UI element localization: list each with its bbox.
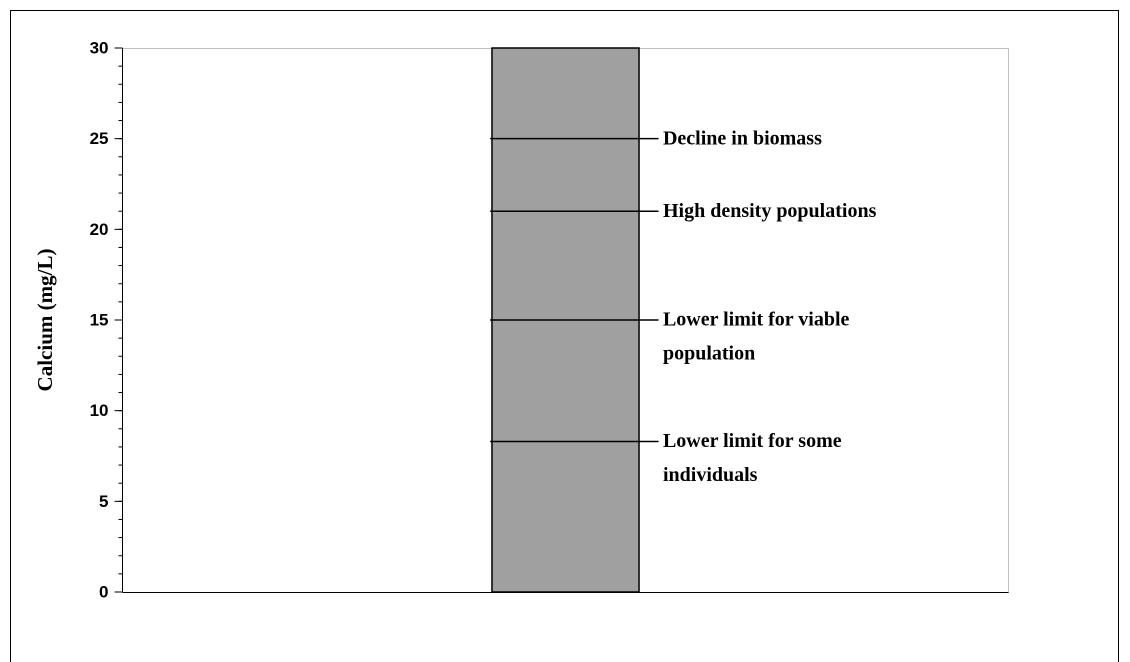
frame bbox=[10, 10, 1119, 662]
y-tick-label: 10 bbox=[90, 401, 109, 420]
y-tick-label: 0 bbox=[99, 582, 108, 601]
annotation: Decline in biomass bbox=[663, 127, 822, 149]
y-tick-label: 25 bbox=[90, 129, 109, 148]
annotation: population bbox=[663, 343, 755, 365]
annotation: Lower limit for some bbox=[663, 430, 842, 452]
annotation: Lower limit for viable bbox=[663, 309, 850, 331]
y-tick-label: 20 bbox=[90, 220, 109, 239]
y-tick-label: 30 bbox=[90, 38, 109, 57]
annotation: individuals bbox=[663, 464, 758, 486]
y-tick-label: 5 bbox=[99, 492, 108, 511]
y-axis-label: Calcium (mg/L) bbox=[33, 249, 57, 392]
annotation: High density populations bbox=[663, 200, 877, 222]
y-tick-label: 15 bbox=[90, 310, 109, 329]
